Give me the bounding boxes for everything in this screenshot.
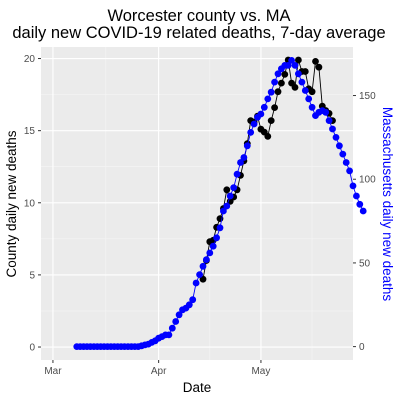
- chart-title-line-1: Worcester county vs. MA: [107, 7, 290, 25]
- y-tick-label-left: 0: [29, 343, 35, 354]
- data-point-right: [233, 170, 241, 178]
- data-point-left: [278, 79, 285, 87]
- data-point-right: [203, 256, 210, 263]
- x-tick-label: Mar: [44, 366, 62, 377]
- data-point-right: [301, 87, 309, 94]
- chart-title-line-2: daily new COVID-19 related deaths, 7-day…: [12, 24, 385, 42]
- data-point-right: [288, 57, 295, 64]
- y-tick-label-left: 20: [24, 54, 36, 65]
- y-axis-title-left: County daily new deaths: [4, 130, 19, 277]
- data-point-right: [298, 78, 306, 86]
- data-point-left: [295, 56, 302, 64]
- data-point-right: [274, 70, 282, 78]
- data-point-left: [308, 88, 316, 96]
- data-point-right: [295, 70, 302, 78]
- data-point-right: [336, 142, 343, 150]
- data-point-left: [271, 104, 278, 111]
- data-point-right: [223, 202, 231, 210]
- data-point-right: [165, 331, 173, 339]
- y-tick-label-right: 150: [359, 91, 376, 102]
- data-point-right: [359, 207, 367, 215]
- x-tick-label: May: [251, 366, 270, 377]
- data-point-right: [192, 279, 200, 287]
- data-point-left: [315, 63, 323, 71]
- data-point-right: [267, 88, 275, 96]
- data-point-right: [271, 78, 278, 86]
- data-point-right: [308, 103, 316, 111]
- data-point-left: [274, 88, 282, 96]
- data-point-right: [349, 182, 357, 190]
- data-point-left: [301, 68, 309, 75]
- data-point-right: [353, 192, 360, 200]
- data-point-right: [237, 159, 244, 166]
- data-point-right: [264, 95, 272, 103]
- data-point-right: [356, 200, 364, 208]
- x-axis-title: Date: [183, 380, 212, 395]
- data-point-right: [322, 108, 330, 116]
- data-point-left: [267, 117, 275, 124]
- data-point-right: [216, 224, 224, 232]
- y-tick-label-right: 100: [359, 175, 376, 186]
- data-point-right: [185, 301, 193, 309]
- y-tick-label-right: 0: [359, 342, 365, 353]
- data-point-right: [260, 103, 268, 111]
- data-point-right: [243, 142, 251, 150]
- plot-panel: [41, 47, 353, 360]
- y-tick-label-left: 15: [24, 126, 36, 137]
- data-point-right: [250, 120, 258, 128]
- y-tick-label-left: 5: [29, 270, 35, 281]
- data-point-right: [332, 134, 340, 141]
- data-point-right: [342, 159, 350, 166]
- axes-layer: Mar Apr May 0 5 10 15 20 0 50 100 150: [24, 54, 376, 377]
- data-point-right: [213, 234, 221, 242]
- data-point-right: [196, 271, 204, 278]
- data-point-right: [346, 167, 353, 175]
- y-tick-label-left: 10: [24, 198, 36, 209]
- data-point-right: [339, 150, 347, 158]
- data-point-right: [230, 184, 238, 192]
- data-point-right: [325, 117, 333, 124]
- data-point-right: [199, 262, 207, 270]
- series-layer: [73, 56, 367, 350]
- data-point-right: [172, 318, 180, 325]
- data-point-right: [284, 62, 292, 69]
- data-point-right: [329, 125, 336, 133]
- data-point-right: [175, 311, 183, 319]
- data-point-right: [226, 192, 234, 200]
- data-point-left: [281, 71, 289, 78]
- data-point-right: [168, 324, 176, 332]
- data-point-right: [206, 249, 214, 257]
- data-point-right: [291, 62, 299, 69]
- data-point-right: [209, 242, 217, 250]
- data-point-left: [264, 133, 272, 140]
- y-tick-label-right: 50: [359, 258, 371, 269]
- data-point-right: [305, 95, 313, 103]
- data-point-right: [220, 207, 227, 215]
- data-point-right: [240, 154, 248, 161]
- data-point-right: [257, 110, 265, 118]
- data-point-left: [291, 84, 299, 91]
- x-tick-label: Apr: [151, 366, 167, 377]
- data-point-right: [247, 129, 255, 136]
- y-axis-title-right: Massachusetts daily new deaths: [380, 107, 395, 302]
- data-point-right: [189, 296, 197, 304]
- data-point-left: [223, 186, 231, 194]
- data-point-left: [312, 58, 319, 65]
